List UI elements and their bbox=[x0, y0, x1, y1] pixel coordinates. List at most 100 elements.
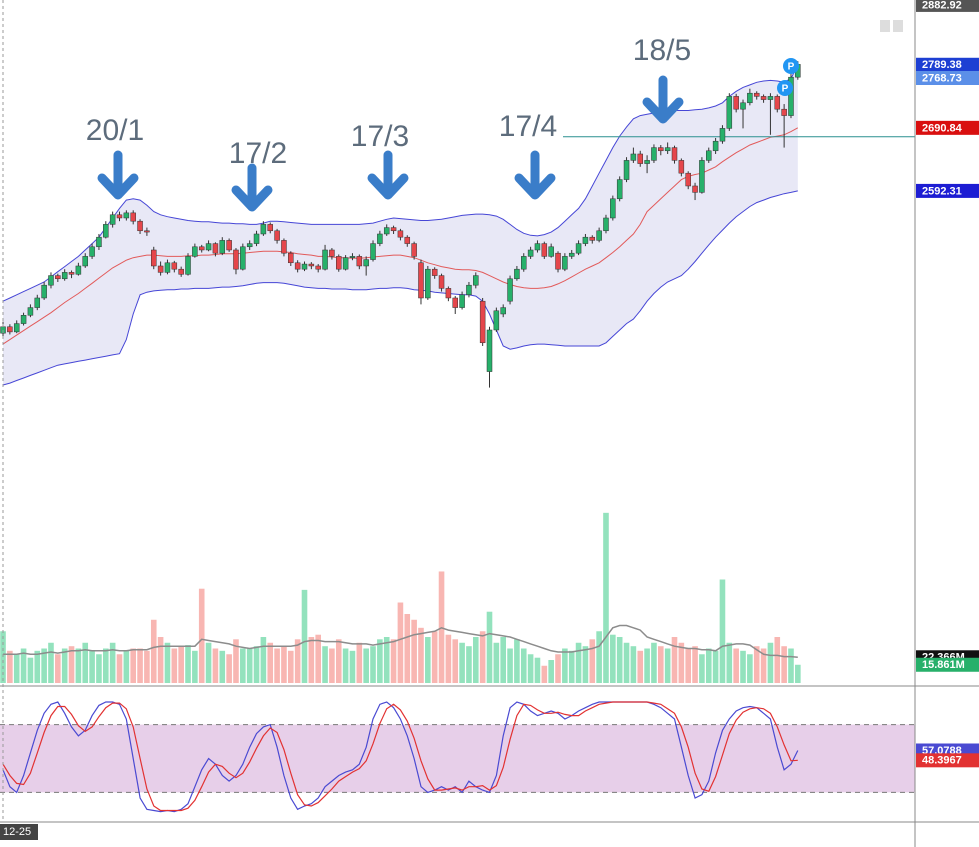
volume-bar bbox=[705, 648, 712, 683]
volume-bar bbox=[144, 650, 150, 683]
volume-bar bbox=[788, 648, 794, 683]
candle-body bbox=[747, 92, 753, 104]
candle-body bbox=[68, 272, 75, 275]
candle-body bbox=[342, 257, 349, 270]
volume-bar bbox=[370, 646, 376, 683]
volume-bar bbox=[27, 657, 34, 683]
candle-body bbox=[383, 227, 390, 235]
candle-body bbox=[377, 233, 383, 244]
candle-body bbox=[89, 246, 95, 257]
candle-body bbox=[623, 160, 630, 180]
volume-bar bbox=[397, 602, 404, 683]
volume-bar bbox=[459, 642, 465, 683]
volume-bar bbox=[205, 642, 212, 683]
candle-body bbox=[527, 249, 534, 257]
stoch-d bbox=[2, 701, 798, 812]
candle-body bbox=[589, 236, 596, 241]
candles bbox=[0, 61, 801, 388]
candle-body bbox=[459, 294, 465, 308]
candle-body bbox=[637, 153, 643, 164]
candle-body bbox=[418, 262, 424, 299]
candle-body bbox=[390, 227, 397, 232]
volume-bar bbox=[96, 654, 102, 683]
candle-body bbox=[288, 252, 294, 264]
volume-bar bbox=[541, 665, 548, 683]
candle-body bbox=[301, 263, 308, 270]
price-label-box bbox=[916, 70, 979, 85]
volume-bar bbox=[68, 646, 75, 683]
candle-body bbox=[411, 243, 417, 257]
candle-body bbox=[75, 265, 82, 275]
volume-bar bbox=[356, 642, 363, 683]
candle-body bbox=[404, 236, 411, 244]
candle-body bbox=[61, 272, 68, 280]
volume-bar bbox=[233, 639, 239, 683]
band-fill bbox=[3, 64, 798, 386]
candle-body bbox=[438, 275, 445, 289]
volume-bar bbox=[137, 648, 143, 683]
volume-bar bbox=[664, 648, 671, 683]
cursor-date-box bbox=[0, 824, 38, 840]
candle-body bbox=[315, 265, 321, 270]
candle-body bbox=[431, 268, 438, 276]
volume-bar bbox=[596, 631, 602, 683]
annotation: 18/5 bbox=[633, 34, 691, 67]
volume-bar bbox=[260, 637, 267, 683]
volume-bar bbox=[507, 648, 513, 683]
candle-body bbox=[575, 243, 582, 254]
candle-body bbox=[582, 236, 589, 244]
volume-bar bbox=[212, 648, 219, 683]
candle-body bbox=[568, 252, 575, 257]
volume-bar bbox=[452, 639, 459, 683]
candle-body bbox=[678, 160, 685, 174]
candle-body bbox=[205, 243, 212, 251]
candle-body bbox=[548, 246, 554, 257]
stoch-k bbox=[2, 701, 799, 813]
candle-body bbox=[425, 268, 431, 299]
volume-bar bbox=[479, 631, 486, 683]
volume-bar bbox=[575, 642, 582, 683]
volume-bar bbox=[267, 642, 274, 683]
volume-bar bbox=[377, 639, 383, 683]
volume-bar bbox=[527, 654, 534, 683]
volume-bar bbox=[685, 648, 692, 683]
volume-bar bbox=[349, 650, 356, 683]
volume-bar bbox=[767, 642, 774, 683]
candle-body bbox=[281, 240, 287, 254]
volume-bar bbox=[753, 646, 760, 683]
arrow bbox=[97, 150, 139, 200]
candle-body bbox=[178, 268, 184, 275]
candle-body bbox=[788, 76, 794, 116]
candle-body bbox=[706, 150, 712, 161]
candle-body bbox=[329, 249, 335, 257]
candle-body bbox=[562, 256, 568, 270]
volume-bar bbox=[644, 648, 650, 683]
volume-bar bbox=[48, 642, 54, 683]
candle-body bbox=[555, 252, 561, 270]
volume-bar bbox=[82, 642, 89, 683]
arrow bbox=[514, 150, 556, 200]
candle-body bbox=[267, 224, 273, 232]
volume-bar bbox=[342, 648, 349, 683]
candle-body bbox=[171, 262, 178, 270]
volume-bar bbox=[733, 648, 739, 683]
candle-body bbox=[781, 108, 787, 116]
volume-bar bbox=[61, 648, 68, 683]
volume-bar bbox=[740, 650, 746, 683]
price-label: 2592.31 bbox=[922, 185, 962, 197]
candle-body bbox=[466, 284, 472, 296]
volume-bar bbox=[13, 654, 20, 683]
candle-body bbox=[13, 323, 20, 333]
volume-bar bbox=[55, 654, 61, 683]
price-label-box bbox=[916, 120, 979, 135]
candle-body bbox=[445, 288, 452, 299]
volume-bar bbox=[294, 639, 301, 683]
candle-body bbox=[534, 243, 541, 251]
candle-body bbox=[322, 249, 328, 270]
volume-bar bbox=[514, 639, 520, 683]
volume-bar bbox=[253, 646, 260, 683]
candle-body bbox=[130, 212, 136, 222]
candle-body bbox=[41, 284, 47, 299]
volume-bar bbox=[315, 634, 322, 683]
